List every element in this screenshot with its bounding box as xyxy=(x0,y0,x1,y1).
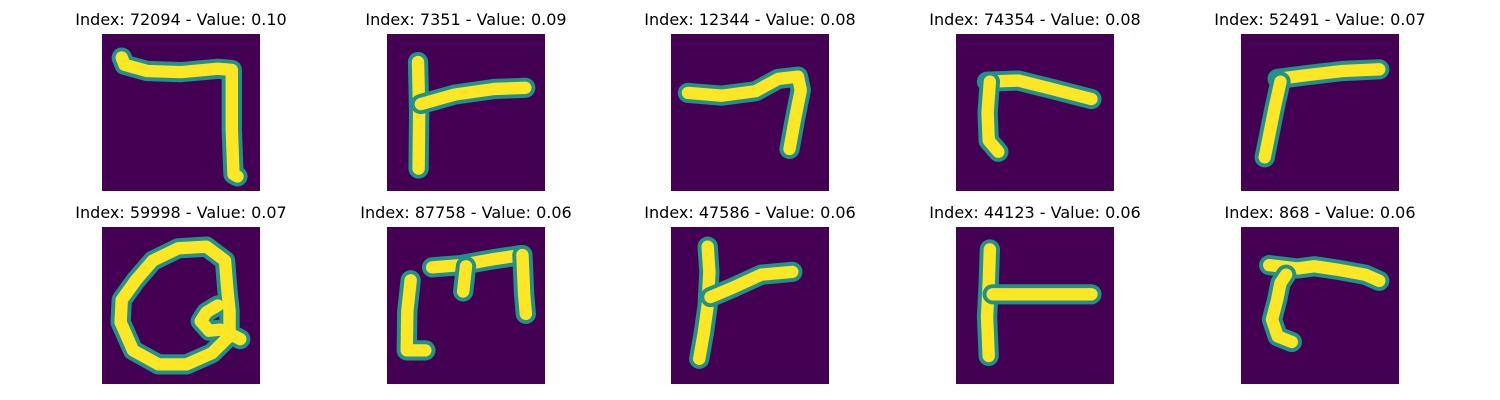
digit-stroke xyxy=(1265,268,1298,349)
digit-image xyxy=(671,34,829,191)
panel-title: Index: 47586 - Value: 0.06 xyxy=(644,203,856,222)
digit-stroke xyxy=(411,55,426,175)
digit-stroke xyxy=(981,75,1005,158)
panel-3: Index: 12344 - Value: 0.08 xyxy=(620,10,880,191)
digit-stroke xyxy=(114,240,247,371)
panel-title: Index: 12344 - Value: 0.08 xyxy=(644,10,856,29)
digit-stroke xyxy=(456,260,473,298)
digit-image xyxy=(102,227,260,384)
digit-stroke xyxy=(681,70,807,156)
digit-stroke xyxy=(400,274,432,357)
panel-7: Index: 87758 - Value: 0.06 xyxy=(336,203,596,384)
panel-title: Index: 44123 - Value: 0.06 xyxy=(929,203,1141,222)
digit-image xyxy=(387,227,545,384)
panel-title: Index: 87758 - Value: 0.06 xyxy=(360,203,572,222)
panel-title: Index: 59998 - Value: 0.07 xyxy=(75,203,287,222)
digit-stroke xyxy=(516,248,533,321)
digit-stroke xyxy=(1258,75,1287,164)
panel-1: Index: 72094 - Value: 0.10 xyxy=(51,10,311,191)
image-background xyxy=(1241,227,1399,384)
digit-image xyxy=(956,227,1114,384)
panel-title: Index: 74354 - Value: 0.08 xyxy=(929,10,1141,29)
digit-stroke xyxy=(414,81,532,111)
panel-5: Index: 52491 - Value: 0.07 xyxy=(1190,10,1450,191)
digit-image xyxy=(387,34,545,191)
digit-image xyxy=(1241,227,1399,384)
panel-9: Index: 44123 - Value: 0.06 xyxy=(905,203,1165,384)
panel-6: Index: 59998 - Value: 0.07 xyxy=(51,203,311,384)
panel-8: Index: 47586 - Value: 0.06 xyxy=(620,203,880,384)
panel-10: Index: 868 - Value: 0.06 xyxy=(1190,203,1450,384)
digit-stroke xyxy=(1271,63,1386,86)
digit-stroke xyxy=(980,74,1098,106)
panel-2: Index: 7351 - Value: 0.09 xyxy=(336,10,596,191)
digit-stroke xyxy=(115,51,244,183)
digit-stroke xyxy=(425,248,528,274)
panel-title: Index: 52491 - Value: 0.07 xyxy=(1214,10,1426,29)
panel-title: Index: 868 - Value: 0.06 xyxy=(1224,203,1416,222)
digit-image xyxy=(1241,34,1399,191)
panel-4: Index: 74354 - Value: 0.08 xyxy=(905,10,1165,191)
digit-image xyxy=(671,227,829,384)
digit-image xyxy=(956,34,1114,191)
digit-image xyxy=(102,34,260,191)
panel-title: Index: 72094 - Value: 0.10 xyxy=(75,10,287,29)
digit-stroke xyxy=(704,265,799,304)
panel-title: Index: 7351 - Value: 0.09 xyxy=(365,10,567,29)
